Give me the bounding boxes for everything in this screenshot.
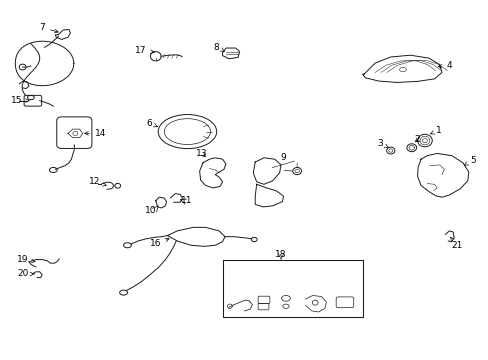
Text: 15: 15 [11, 96, 29, 105]
Text: 4: 4 [437, 61, 451, 70]
Text: 10: 10 [145, 206, 156, 215]
Text: 2: 2 [414, 135, 420, 144]
Text: 6: 6 [146, 119, 157, 128]
Text: 17: 17 [135, 46, 154, 55]
Text: 12: 12 [88, 177, 106, 186]
Text: 16: 16 [150, 238, 169, 248]
Text: 20: 20 [18, 269, 34, 278]
Text: 14: 14 [84, 129, 106, 138]
Bar [222, 260, 362, 317]
Text: 11: 11 [181, 196, 192, 205]
Text: 3: 3 [376, 139, 387, 148]
Text: 13: 13 [195, 149, 207, 158]
Text: 19: 19 [17, 255, 35, 264]
Text: 18: 18 [275, 250, 286, 259]
Text: 9: 9 [280, 153, 286, 162]
Text: 21: 21 [450, 237, 461, 250]
Text: 1: 1 [429, 126, 441, 135]
Text: 7: 7 [39, 23, 58, 33]
Text: 8: 8 [213, 43, 224, 52]
Text: 5: 5 [464, 156, 475, 165]
